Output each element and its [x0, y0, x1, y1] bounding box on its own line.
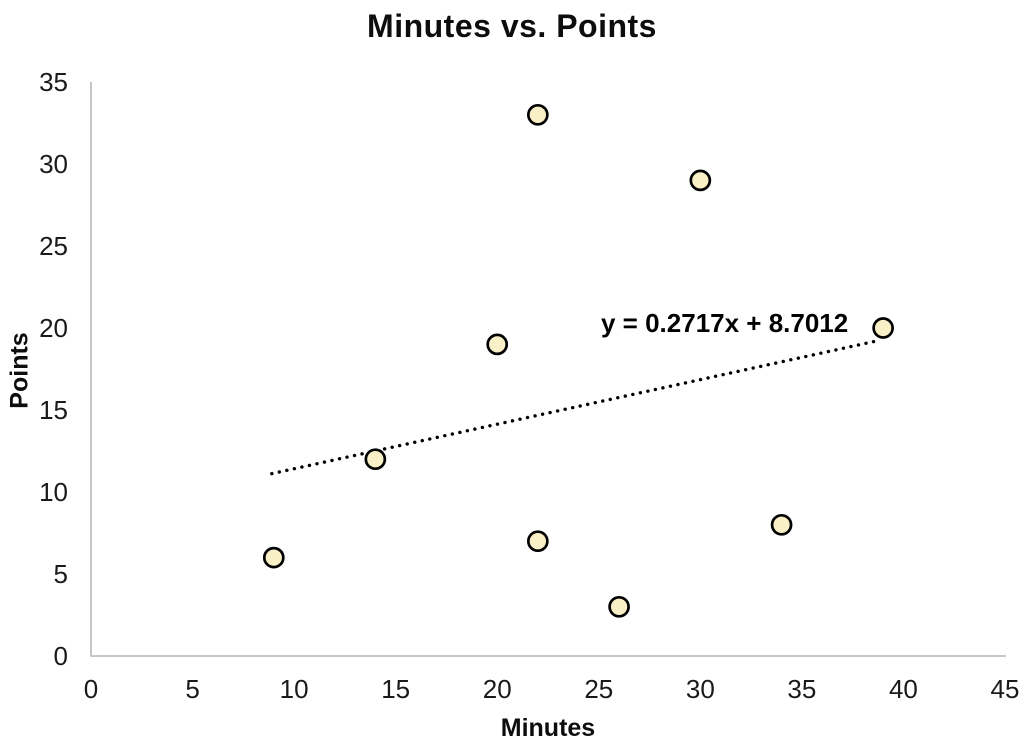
data-point [526, 103, 549, 126]
x-axis-title: Minutes [500, 714, 596, 742]
y-tick-label: 35 [39, 67, 68, 97]
x-tick-label: 30 [686, 674, 715, 704]
data-point [608, 595, 630, 618]
trendline-equation-label: y = 0.2717x + 8.7012 [601, 308, 849, 338]
x-tick-label: 0 [84, 674, 98, 704]
x-tick-label: 20 [483, 674, 512, 704]
x-tick-label: 15 [381, 674, 410, 704]
x-tick-label: 40 [889, 674, 918, 704]
data-point [364, 448, 387, 471]
data-point [486, 333, 509, 356]
chart-title: Minutes vs. Points [367, 8, 657, 44]
y-axis-title: Points [5, 332, 34, 409]
y-tick-label: 20 [39, 313, 68, 343]
y-tick-label: 10 [39, 477, 68, 507]
y-tick-label: 15 [39, 395, 68, 425]
data-point [770, 513, 793, 536]
data-point [872, 317, 894, 339]
y-tick-label: 30 [39, 149, 68, 179]
x-tick-label: 35 [787, 674, 816, 704]
data-point [526, 530, 549, 553]
x-tick-label: 5 [185, 674, 199, 704]
y-tick-label: 0 [54, 641, 68, 671]
y-tick-label: 5 [54, 559, 68, 589]
y-tick-label: 25 [39, 231, 68, 261]
data-point [689, 169, 712, 192]
x-tick-label: 25 [584, 674, 613, 704]
trendline [270, 339, 879, 476]
x-tick-label: 10 [280, 674, 309, 704]
x-tick-label: 45 [991, 674, 1020, 704]
data-point [262, 546, 285, 569]
